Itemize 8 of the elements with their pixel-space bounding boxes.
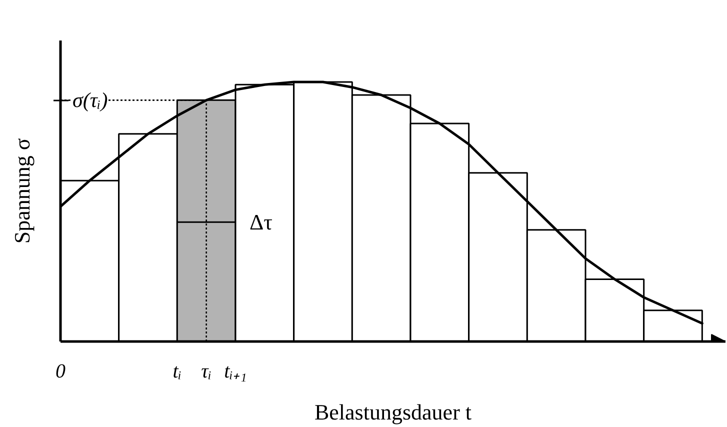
x-tick-label: 0 (56, 360, 66, 382)
x-tick-label: τᵢ (201, 360, 212, 382)
x-tick-label: tᵢ₊₁ (224, 360, 247, 382)
ref-line-label: σ(τᵢ) (72, 88, 108, 112)
y-axis-title: Spannung σ (10, 138, 34, 244)
x-axis-title: Belastungsdauer t (314, 400, 472, 424)
annotation: Δτ (250, 210, 273, 235)
x-tick-label: tᵢ (172, 360, 182, 382)
